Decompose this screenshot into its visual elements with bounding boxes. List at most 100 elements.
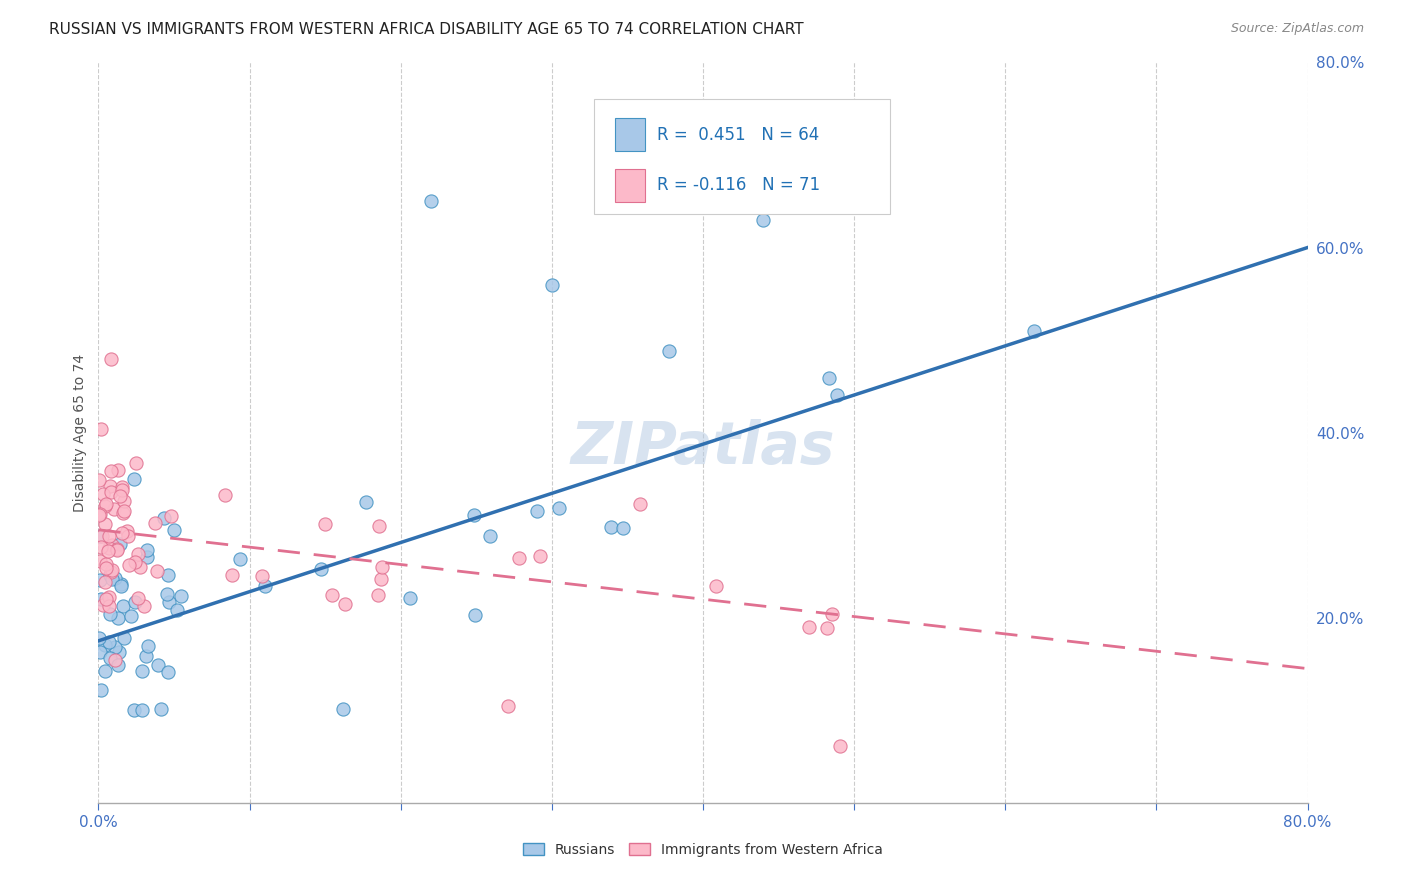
Point [100, 573, 122, 587]
Point [96, 561, 118, 575]
Point [91, 487, 114, 501]
Point [797, 620, 820, 634]
Point [94, 591, 117, 606]
Point [309, 562, 332, 576]
Point [101, 538, 124, 552]
Point [463, 508, 485, 523]
Point [166, 603, 188, 617]
Point [124, 472, 146, 486]
Point [90, 422, 112, 436]
Point [752, 212, 775, 227]
Point [229, 551, 252, 566]
Point [149, 701, 172, 715]
Point [94, 500, 117, 514]
Point [508, 550, 530, 565]
Point [94, 517, 117, 532]
Point [479, 529, 502, 543]
Point [110, 577, 132, 591]
FancyBboxPatch shape [614, 118, 645, 152]
Point [253, 579, 276, 593]
Point [89, 529, 111, 543]
Point [89, 631, 111, 645]
Point [107, 611, 129, 625]
Point [160, 508, 183, 523]
Point [100, 563, 122, 577]
Point [464, 608, 486, 623]
Point [91, 598, 114, 612]
Point [112, 506, 135, 520]
Point [628, 497, 651, 511]
Point [370, 572, 392, 586]
Point [136, 550, 159, 565]
Point [105, 542, 128, 557]
Text: ZIPatlas: ZIPatlas [571, 419, 835, 476]
Point [420, 194, 443, 209]
Point [136, 639, 159, 653]
Point [89, 645, 111, 659]
Point [828, 739, 851, 753]
Point [548, 501, 571, 516]
Point [89, 554, 111, 568]
Point [98, 479, 121, 493]
Point [93, 575, 115, 590]
Point [100, 463, 122, 477]
Point [221, 567, 243, 582]
Legend: Russians, Immigrants from Western Africa: Russians, Immigrants from Western Africa [517, 838, 889, 863]
Point [529, 549, 551, 563]
Point [112, 503, 135, 517]
Text: Source: ZipAtlas.com: Source: ZipAtlas.com [1230, 22, 1364, 36]
Point [146, 657, 169, 672]
Point [112, 494, 135, 508]
Point [89, 507, 111, 521]
Point [97, 541, 120, 556]
Text: RUSSIAN VS IMMIGRANTS FROM WESTERN AFRICA DISABILITY AGE 65 TO 74 CORRELATION CH: RUSSIAN VS IMMIGRANTS FROM WESTERN AFRIC… [49, 22, 804, 37]
Point [97, 543, 120, 558]
Point [107, 657, 129, 672]
Text: R = -0.116   N = 71: R = -0.116 N = 71 [657, 177, 820, 194]
Text: R =  0.451   N = 64: R = 0.451 N = 64 [657, 126, 820, 144]
Point [818, 371, 841, 385]
Point [704, 579, 727, 593]
Point [170, 590, 193, 604]
Point [104, 652, 127, 666]
Point [612, 521, 634, 535]
Point [90, 540, 112, 554]
FancyBboxPatch shape [595, 99, 890, 214]
Point [825, 388, 848, 402]
Point [127, 547, 149, 561]
Point [314, 517, 336, 532]
Point [110, 526, 132, 541]
Point [321, 588, 343, 602]
Point [135, 543, 157, 558]
Point [526, 504, 548, 518]
Point [335, 597, 357, 611]
Point [156, 587, 179, 601]
Point [131, 664, 153, 678]
Point [111, 599, 134, 614]
Point [214, 488, 236, 502]
Point [100, 351, 122, 366]
Point [87, 473, 110, 487]
Point [89, 574, 111, 588]
Point [93, 664, 115, 678]
Point [1022, 324, 1045, 338]
Point [94, 557, 117, 571]
Point [111, 483, 134, 498]
Point [367, 518, 389, 533]
Point [143, 516, 166, 530]
Point [153, 511, 176, 525]
Point [658, 343, 681, 358]
Point [135, 648, 157, 663]
Point [108, 537, 131, 551]
Point [252, 569, 274, 583]
Point [157, 665, 180, 679]
Point [94, 497, 117, 511]
Point [91, 529, 114, 543]
Point [367, 588, 389, 602]
Point [100, 484, 122, 499]
Point [399, 591, 422, 605]
Point [146, 564, 169, 578]
Point [103, 502, 125, 516]
Point [98, 568, 121, 582]
Point [112, 631, 135, 645]
